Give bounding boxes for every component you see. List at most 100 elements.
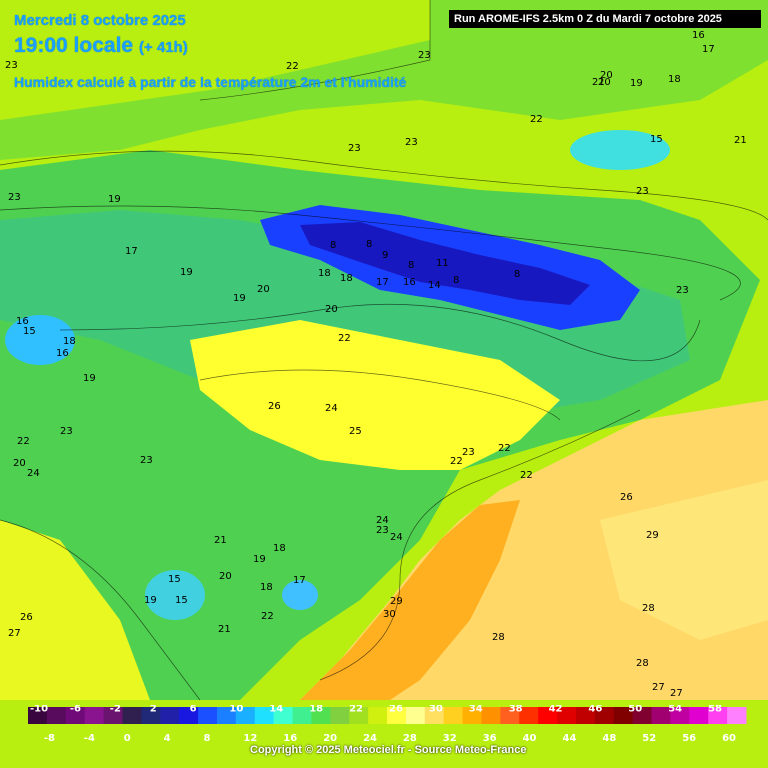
legend-swatch	[368, 707, 388, 724]
legend-top-label: -2	[110, 705, 121, 714]
legend-swatch	[160, 707, 180, 724]
map-label: 20	[13, 458, 26, 469]
run-info: Run AROME-IFS 2.5km 0 Z du Mardi 7 octob…	[449, 10, 761, 28]
south-mountain-area-2	[282, 580, 318, 610]
map-label: 18	[260, 582, 273, 593]
legend-swatch	[632, 707, 653, 724]
map-label: 22	[338, 333, 351, 344]
map-label: 16	[16, 316, 29, 327]
legend-swatch	[235, 707, 256, 724]
map-label: 26	[20, 612, 33, 623]
forecast-time: 19:00 locale (+ 41h)	[14, 34, 188, 58]
map-label: 17	[125, 246, 138, 257]
legend-bottom-label: 16	[283, 733, 297, 744]
legend-swatch	[254, 707, 275, 724]
map-label: 8	[366, 239, 372, 250]
legend-top-label: 14	[269, 705, 283, 714]
map-label: 22	[261, 611, 274, 622]
legend-swatch	[198, 707, 218, 724]
legend-top-label: 6	[190, 705, 197, 714]
map-label: 14	[428, 280, 441, 291]
legend-bottom-label: 48	[602, 733, 616, 744]
north-cyan-area	[570, 130, 670, 170]
legend-bottom-label: 44	[563, 733, 577, 744]
legend-color-bar	[28, 707, 747, 724]
legend-bottom-label: 40	[523, 733, 537, 744]
map-label: 16	[403, 277, 416, 288]
legend-bottom-label: 4	[164, 733, 171, 744]
map-label: 21	[214, 535, 227, 546]
map-label: 30	[383, 609, 396, 620]
map-label: 17	[376, 277, 389, 288]
map-label: 22	[286, 61, 299, 72]
map-label: 24	[390, 532, 403, 543]
legend-swatch	[500, 707, 520, 724]
legend-bottom-label: 36	[483, 733, 497, 744]
map-label: 15	[175, 595, 188, 606]
legend-swatch	[443, 707, 464, 724]
legend-swatch	[273, 707, 294, 724]
legend-swatch	[216, 707, 237, 724]
map-label: 18	[318, 268, 331, 279]
west-cyan-area	[5, 315, 75, 365]
legend-swatch	[387, 707, 407, 724]
map-label: 15	[168, 574, 181, 585]
forecast-lead: (+ 41h)	[138, 39, 188, 56]
legend-top-label: 2	[150, 705, 157, 714]
legend-swatch	[46, 707, 67, 724]
map-label: 21	[592, 77, 605, 88]
forecast-time-value: 19:00 locale	[14, 34, 134, 57]
map-label: 26	[620, 492, 633, 503]
map-description: Humidex calculé à partir de la températu…	[14, 74, 407, 90]
map-label: 18	[63, 336, 76, 347]
map-label: 8	[514, 269, 520, 280]
legend-swatch	[179, 707, 199, 724]
legend-swatch	[670, 707, 690, 724]
legend-bottom-label: -4	[84, 733, 95, 744]
legend-swatch	[141, 707, 161, 724]
yellow-basin	[190, 320, 560, 470]
map-label: 20	[257, 284, 270, 295]
legend-swatch	[311, 707, 331, 724]
legend-swatch	[122, 707, 142, 724]
legend-swatch	[84, 707, 105, 724]
forecast-date: Mercredi 8 octobre 2025	[14, 12, 186, 29]
map-label: 19	[108, 194, 121, 205]
map-label: 20	[325, 304, 338, 315]
legend-swatch	[349, 707, 369, 724]
map-label: 25	[349, 426, 362, 437]
map-label: 23	[5, 60, 18, 71]
legend-top-labels: -10 -6 -2 2 6 10 14 18 22 26 30 34 38 42 46 50 54 58	[30, 705, 722, 714]
map-label: 28	[492, 632, 505, 643]
map-label: 20	[598, 77, 611, 88]
legend-bottom-label: 24	[363, 733, 377, 744]
map-label: 22	[530, 114, 543, 125]
map-label: 29	[646, 530, 659, 541]
map-label: 21	[218, 624, 231, 635]
map-label: 16	[56, 348, 69, 359]
map-label: 27	[652, 682, 665, 693]
legend-top-label: 42	[549, 705, 563, 714]
legend-swatch	[689, 707, 709, 724]
map-label: 23	[8, 192, 21, 203]
legend-swatch	[613, 707, 634, 724]
legend-bottom-label: 0	[124, 733, 131, 744]
legend-bottom-label: 52	[642, 733, 656, 744]
map-label: 23	[140, 455, 153, 466]
legend-bottom-label: 8	[204, 733, 211, 744]
map-label: 24	[325, 403, 338, 414]
map-label: 28	[642, 603, 655, 614]
map-label: 22	[520, 470, 533, 481]
legend-bottom-label: 28	[403, 733, 417, 744]
legend-swatch	[65, 707, 86, 724]
legend-swatch	[708, 707, 728, 724]
legend-swatch	[462, 707, 482, 724]
legend-top-label: 34	[469, 705, 483, 714]
map-label: 23	[376, 525, 389, 536]
south-yellow	[0, 520, 150, 700]
map-label: 29	[390, 596, 403, 607]
map-label: 19	[83, 373, 96, 384]
legend-top-label: -10	[30, 705, 48, 714]
map-label: 19	[180, 267, 193, 278]
mountain-ridge-core	[300, 222, 590, 305]
